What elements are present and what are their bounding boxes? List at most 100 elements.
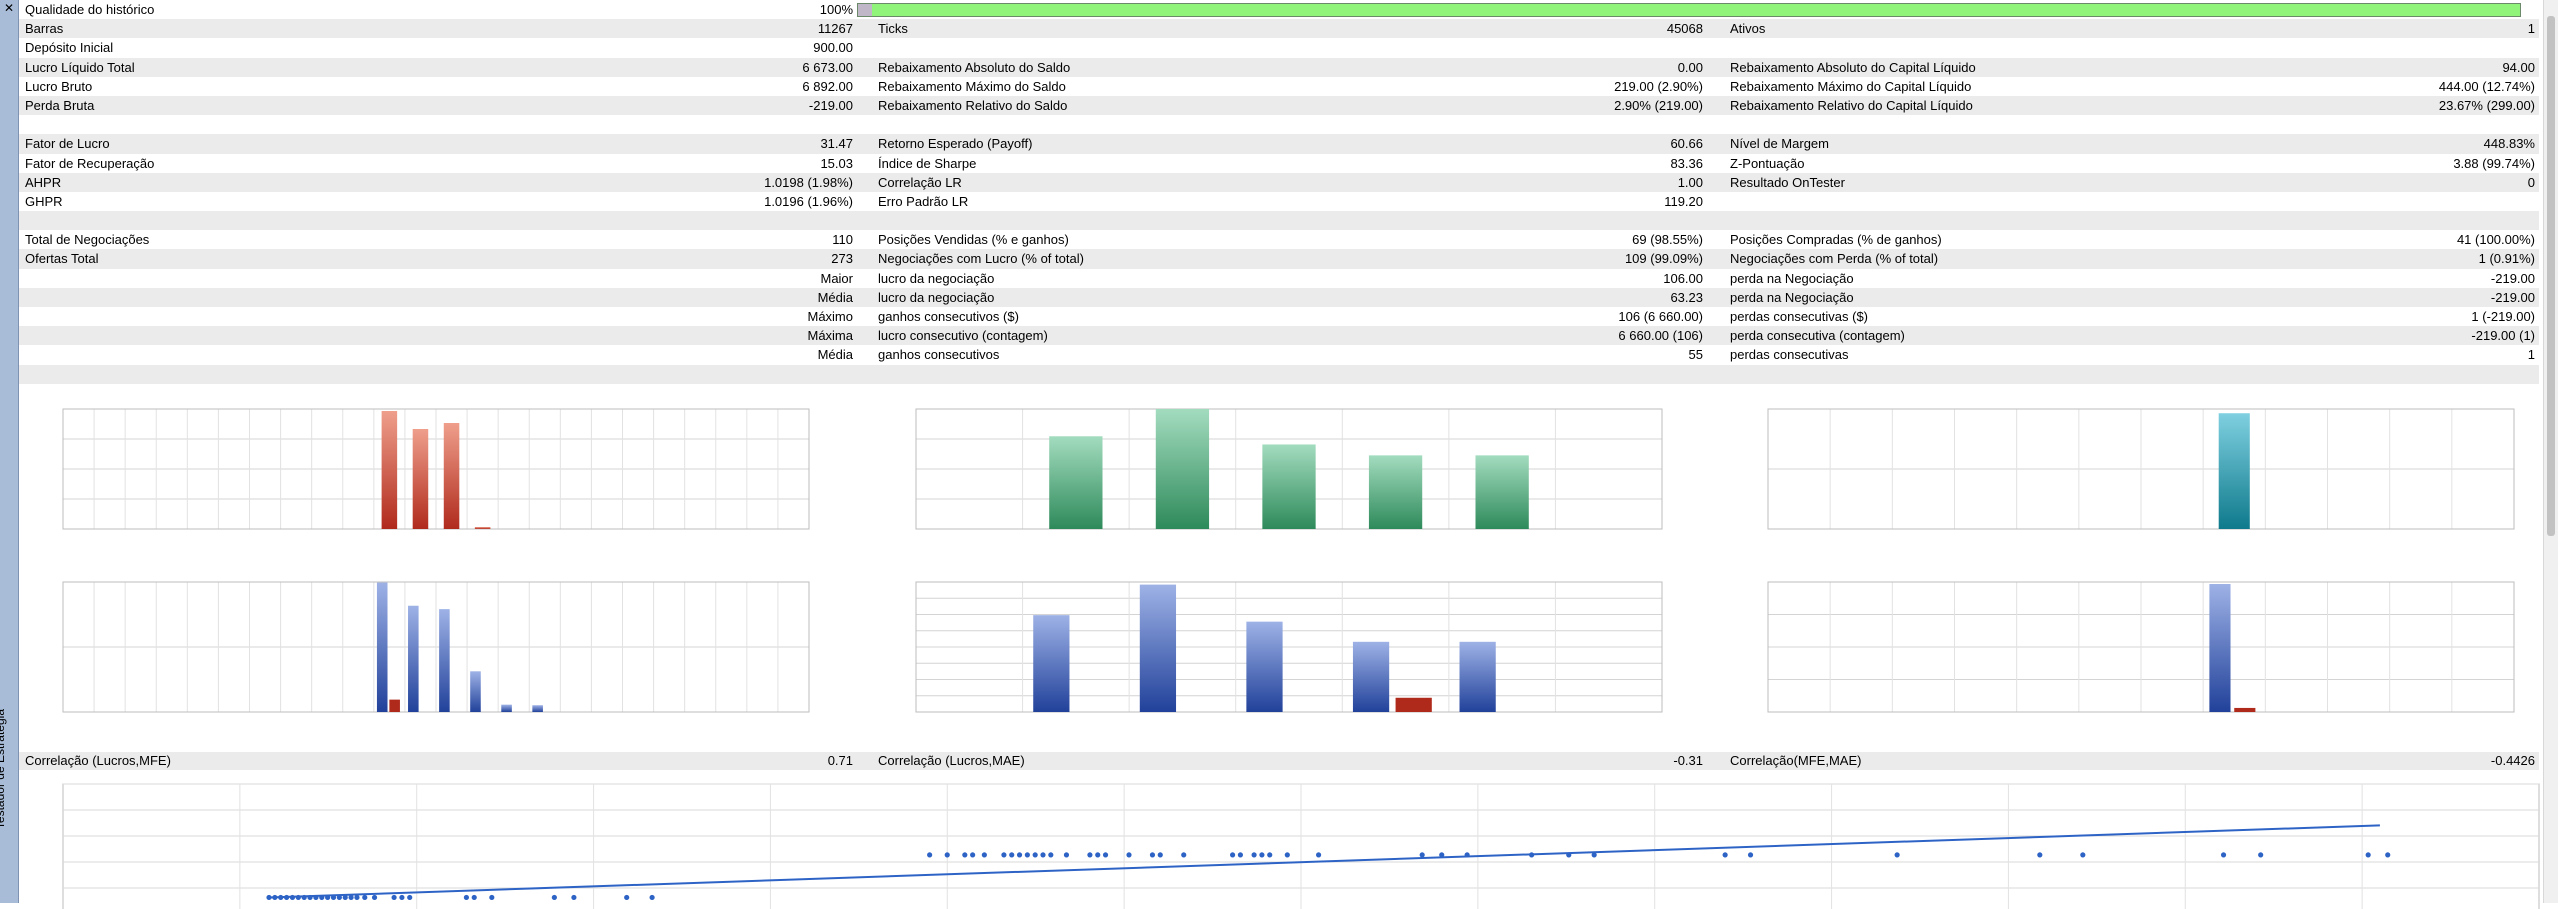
- bar: [1395, 697, 1432, 712]
- stat-value: -219.00: [2490, 270, 2535, 286]
- scatter-point: [624, 894, 630, 901]
- scatter-point: [1237, 852, 1244, 858]
- scatter-point: [2365, 852, 2371, 858]
- scatter-point: [551, 894, 557, 901]
- stats-row: AHPR 1.0198 (1.98%) Correlação LR 1.00 Resul…: [19, 172, 2539, 192]
- stat-value: 1.0196 (1.96%): [764, 193, 853, 209]
- scatter-point: [1464, 852, 1470, 858]
- stat-label: Negociações com Perda (% of total): [1730, 251, 1939, 267]
- bar: [439, 609, 450, 712]
- scatter-point: [266, 894, 272, 901]
- stat-value: 900.00: [813, 40, 853, 56]
- scatter-point: [1566, 852, 1572, 858]
- plot-frame: [1767, 408, 2515, 530]
- stats-row: [19, 115, 2539, 134]
- scatter-point: [1259, 852, 1265, 858]
- stat-value: 0.00: [1677, 59, 1703, 75]
- scatter-point: [1032, 852, 1038, 858]
- stat-value: 60.66: [1670, 136, 1703, 152]
- vertical-scrollbar[interactable]: [2543, 0, 2558, 903]
- correlation-row: Correlação (Lucros,MFE) 0.71 Correlação …: [19, 752, 2539, 770]
- stat-label: perda na Negociação: [1730, 270, 1854, 286]
- scatter-point: [649, 894, 655, 901]
- stat-value: 55: [1688, 347, 1703, 363]
- scatter-point: [970, 852, 976, 858]
- stat-label: Índice de Sharpe: [878, 155, 977, 171]
- scatter-point: [981, 852, 987, 858]
- stat-value: 23.67% (299.00): [2438, 97, 2535, 113]
- bar: [501, 704, 512, 712]
- scatter-point: [1419, 852, 1425, 858]
- left-sidebar-strip: ✕ Testador de Estratégia: [0, 0, 19, 903]
- chart-entries-by-hour: [62, 408, 810, 530]
- stat-label: Posições Compradas (% de ganhos): [1730, 232, 1942, 248]
- trend-line: [268, 824, 2380, 899]
- stat-label: Retorno Esperado (Payoff): [878, 136, 1033, 152]
- stat-value: 6 673.00: [802, 59, 853, 75]
- stat-label: lucro consecutivo (contagem): [878, 328, 1048, 344]
- stats-row: Máximo ganhos consecutivos ($) 106 (6 660.…: [19, 307, 2539, 326]
- scatter-point: [1229, 852, 1236, 858]
- stat-label: Rebaixamento Máximo do Saldo: [878, 78, 1066, 94]
- stat-label: Erro Padrão LR: [878, 193, 969, 209]
- corr-label-2: Correlação (Lucros,MAE): [878, 753, 1025, 768]
- bar: [443, 423, 460, 529]
- bar: [376, 582, 388, 712]
- stats-row: Maior lucro da negociação 106.00 perda na N…: [19, 269, 2539, 288]
- bar: [408, 605, 419, 712]
- scatter-point: [295, 894, 301, 901]
- bar: [1033, 615, 1070, 712]
- stat-value: Máximo: [807, 309, 853, 324]
- stat-value: 1 (0.91%): [2478, 251, 2535, 267]
- scrollbar-thumb[interactable]: [2547, 16, 2555, 536]
- stat-value: 69 (98.55%): [1632, 232, 1703, 248]
- stat-value: 15.03: [820, 155, 853, 171]
- scatter-point: [1157, 852, 1163, 858]
- stat-value: 100%: [819, 2, 853, 17]
- stat-label: Rebaixamento Absoluto do Saldo: [878, 59, 1071, 75]
- scatter-point: [927, 852, 933, 858]
- chart-profit-scatter: [62, 783, 2540, 909]
- scatter-point: [1024, 852, 1030, 858]
- bar: [1155, 409, 1210, 529]
- stat-value: 109 (99.09%): [1624, 251, 1703, 267]
- scatter-point: [1747, 852, 1754, 858]
- stats-row: Fator de Lucro 31.47 Retorno Esperado (Pay…: [19, 134, 2539, 154]
- stat-label: AHPR: [25, 174, 62, 190]
- stat-label: perdas consecutivas ($): [1730, 309, 1869, 324]
- stat-value: 106 (6 660.00): [1618, 309, 1703, 324]
- bar: [1352, 641, 1390, 712]
- scatter-point: [1126, 852, 1132, 858]
- stat-label: Z-Pontuação: [1730, 155, 1805, 171]
- stats-row: Média lucro da negociação 63.23 perda na Ne…: [19, 287, 2539, 307]
- stat-value: 83.36: [1670, 155, 1703, 171]
- stat-label: Ativos: [1730, 21, 1766, 37]
- stats-row: Média ganhos consecutivos 55 perdas consecu…: [19, 345, 2539, 364]
- corr-value-1: 0.71: [827, 753, 853, 768]
- stat-value: 444.00 (12.74%): [2438, 78, 2535, 94]
- scatter-point: [1063, 852, 1070, 858]
- scatter-point: [342, 894, 348, 901]
- stat-value: 273: [831, 251, 853, 267]
- close-icon[interactable]: ✕: [3, 1, 15, 15]
- bar: [1475, 455, 1529, 529]
- scatter-point: [1284, 852, 1290, 858]
- stats-table: Qualidade do histórico 100% Barras 11267 Tic…: [19, 0, 2539, 384]
- stat-value: Média: [817, 347, 853, 363]
- scatter-point: [2258, 852, 2264, 858]
- stats-row: GHPR 1.0196 (1.96%) Erro Padrão LR 119.20: [19, 192, 2539, 211]
- scatter-point: [1040, 852, 1046, 858]
- corr-label-1: Correlação (Lucros,MFE): [25, 753, 171, 768]
- scatter-point: [571, 894, 577, 901]
- stat-value: 1: [2527, 21, 2535, 37]
- stats-row: Depósito Inicial 900.00: [19, 38, 2539, 57]
- stats-row: [19, 364, 2539, 384]
- scatter-point: [319, 894, 325, 901]
- corr-value-3: -0.4426: [2490, 753, 2535, 768]
- scatter-point: [272, 894, 278, 901]
- scatter-point: [2080, 852, 2086, 858]
- stat-value: -219.00: [808, 97, 853, 113]
- bar: [1139, 584, 1177, 712]
- stat-label: Depósito Inicial: [25, 40, 114, 56]
- scatter-point: [362, 894, 368, 901]
